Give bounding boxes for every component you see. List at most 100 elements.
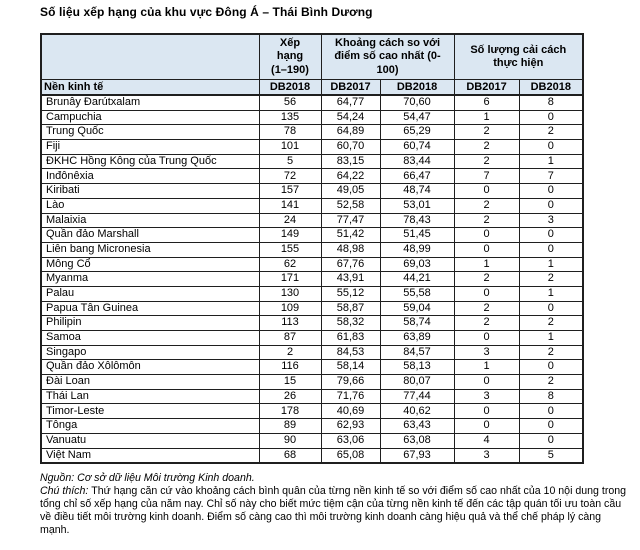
dtf-db2017-cell: 64,22 [320,168,381,185]
dtf-db2018-cell: 83,44 [379,153,455,170]
economy-name-cell: Mông Cổ [40,256,260,273]
table-row: Lào 141 52,58 53,01 2 0 [40,197,584,214]
economy-name-cell: Philipin [40,315,260,331]
reforms-db2018-cell: 0 [518,227,584,243]
economy-name-cell: Quần đảo Marshall [40,227,260,243]
dtf-db2018-cell: 60,74 [379,139,455,155]
source-text: Cơ sở dữ liệu Môi trường Kinh doanh. [77,472,255,484]
rank-db2018-cell: 149 [258,227,322,243]
source-note: Nguồn: Cơ sở dữ liệu Môi trường Kinh doan… [40,472,628,485]
reforms-db2018-cell: 1 [518,330,584,346]
rank-db2018-cell: 26 [258,388,322,405]
rank-db2018-cell: 72 [258,168,322,185]
rankings-table: Xếp hạng (1–190) Khoảng cách so với điểm… [40,33,585,465]
table-row: Myanma 171 43,91 44,21 2 2 [40,271,584,287]
dtf-db2018-cell: 63,89 [379,330,455,346]
economy-name-cell: Timor-Leste [40,403,260,420]
dtf-db2017-cell: 63,06 [320,432,381,449]
table-row: Papua Tân Guinea 109 58,87 59,04 2 0 [40,300,584,317]
reforms-db2018-cell: 0 [518,359,584,376]
dtf-db2018-cell: 63,43 [379,418,455,434]
table-row: Brunây Đarútxalam 56 64,77 70,60 6 8 [40,94,584,111]
dtf-db2018-cell: 63,08 [379,432,455,449]
table-header: Xếp hạng (1–190) Khoảng cách so với điểm… [40,33,584,96]
dtf-db2017-cell: 60,70 [320,139,381,155]
rank-db2018-cell: 15 [258,374,322,390]
header-group-row: Xếp hạng (1–190) Khoảng cách so với điểm… [40,33,584,80]
economy-name-cell: Inđônêxia [40,168,260,185]
reforms-db2017-cell: 2 [453,212,520,229]
reforms-db2018-cell: 2 [518,344,584,361]
table-row: Vanuatu 90 63,06 63,08 4 0 [40,432,584,449]
note-text: Thứ hạng căn cứ vào khoảng cách bình quâ… [40,485,627,536]
dtf-db2018-cell: 40,62 [379,403,455,420]
table-row: Mông Cổ 62 67,76 69,03 1 1 [40,256,584,273]
economy-name-cell: Papua Tân Guinea [40,300,260,317]
reforms-db2017-cell: 2 [453,300,520,317]
table-row: Quần đảo Xôlômôn 116 58,14 58,13 1 0 [40,359,584,376]
header-distance-group: Khoảng cách so với điểm số cao nhất (0- … [320,33,455,80]
header-sub-row: Nền kinh tế DB2018 DB2017 DB2018 DB2017 … [40,79,584,96]
rank-db2018-cell: 109 [258,300,322,317]
reforms-db2018-cell: 0 [518,241,584,258]
rank-db2018-cell: 87 [258,330,322,346]
economy-name-cell: Samoa [40,330,260,346]
dtf-db2017-cell: 43,91 [320,271,381,287]
rank-db2018-cell: 2 [258,344,322,361]
rank-db2018-cell: 89 [258,418,322,434]
reforms-db2018-cell: 1 [518,256,584,273]
dtf-db2017-cell: 58,87 [320,300,381,317]
note-label: Chú thích: [40,485,89,497]
economy-name-cell: Palau [40,285,260,302]
dtf-db2017-cell: 71,76 [320,388,381,405]
economy-name-cell: Đài Loan [40,374,260,390]
economy-name-cell: Việt Nam [40,447,260,464]
dtf-db2018-cell: 80,07 [379,374,455,390]
rank-db2018-cell: 157 [258,183,322,199]
table-row: Việt Nam 68 65,08 67,93 3 5 [40,447,584,464]
rank-db2018-cell: 135 [258,109,322,126]
rank-db2018-cell: 130 [258,285,322,302]
rank-db2018-cell: 113 [258,315,322,331]
dtf-db2017-cell: 64,89 [320,124,381,141]
reforms-db2018-cell: 8 [518,94,584,111]
reforms-db2017-cell: 1 [453,109,520,126]
dtf-db2018-cell: 54,47 [379,109,455,126]
dtf-db2017-cell: 58,14 [320,359,381,376]
dtf-db2018-cell: 77,44 [379,388,455,405]
rank-db2018-cell: 101 [258,139,322,155]
table-row: Tônga 89 62,93 63,43 0 0 [40,418,584,434]
rank-db2018-cell: 141 [258,197,322,214]
reforms-db2018-cell: 1 [518,285,584,302]
page-title: Số liệu xếp hạng của khu vực Đông Á – Th… [40,5,373,19]
dtf-db2017-cell: 54,24 [320,109,381,126]
table-row: Trung Quốc 78 64,89 65,29 2 2 [40,124,584,141]
economy-name-cell: Brunây Đarútxalam [40,94,260,111]
reforms-db2017-cell: 6 [453,94,520,111]
dtf-db2018-cell: 59,04 [379,300,455,317]
header-ref-db2018: DB2018 [518,79,584,96]
reforms-db2018-cell: 1 [518,153,584,170]
reforms-db2018-cell: 0 [518,403,584,420]
economy-name-cell: Myanma [40,271,260,287]
source-label: Nguồn: [40,472,75,484]
dtf-db2018-cell: 65,29 [379,124,455,141]
rank-db2018-cell: 78 [258,124,322,141]
table-row: Malaixia 24 77,47 78,43 2 3 [40,212,584,229]
reforms-db2018-cell: 0 [518,109,584,126]
dtf-db2018-cell: 55,58 [379,285,455,302]
reforms-db2017-cell: 2 [453,271,520,287]
reforms-db2017-cell: 0 [453,285,520,302]
reforms-db2017-cell: 2 [453,315,520,331]
dtf-db2018-cell: 66,47 [379,168,455,185]
table-row: Thái Lan 26 71,76 77,44 3 8 [40,388,584,405]
rank-db2018-cell: 24 [258,212,322,229]
reforms-db2017-cell: 0 [453,403,520,420]
footer: Nguồn: Cơ sở dữ liệu Môi trường Kinh doan… [40,472,628,537]
rank-db2018-cell: 68 [258,447,322,464]
reforms-db2018-cell: 8 [518,388,584,405]
reforms-db2018-cell: 3 [518,212,584,229]
economy-name-cell: Liên bang Micronesia [40,241,260,258]
dtf-db2017-cell: 83,15 [320,153,381,170]
